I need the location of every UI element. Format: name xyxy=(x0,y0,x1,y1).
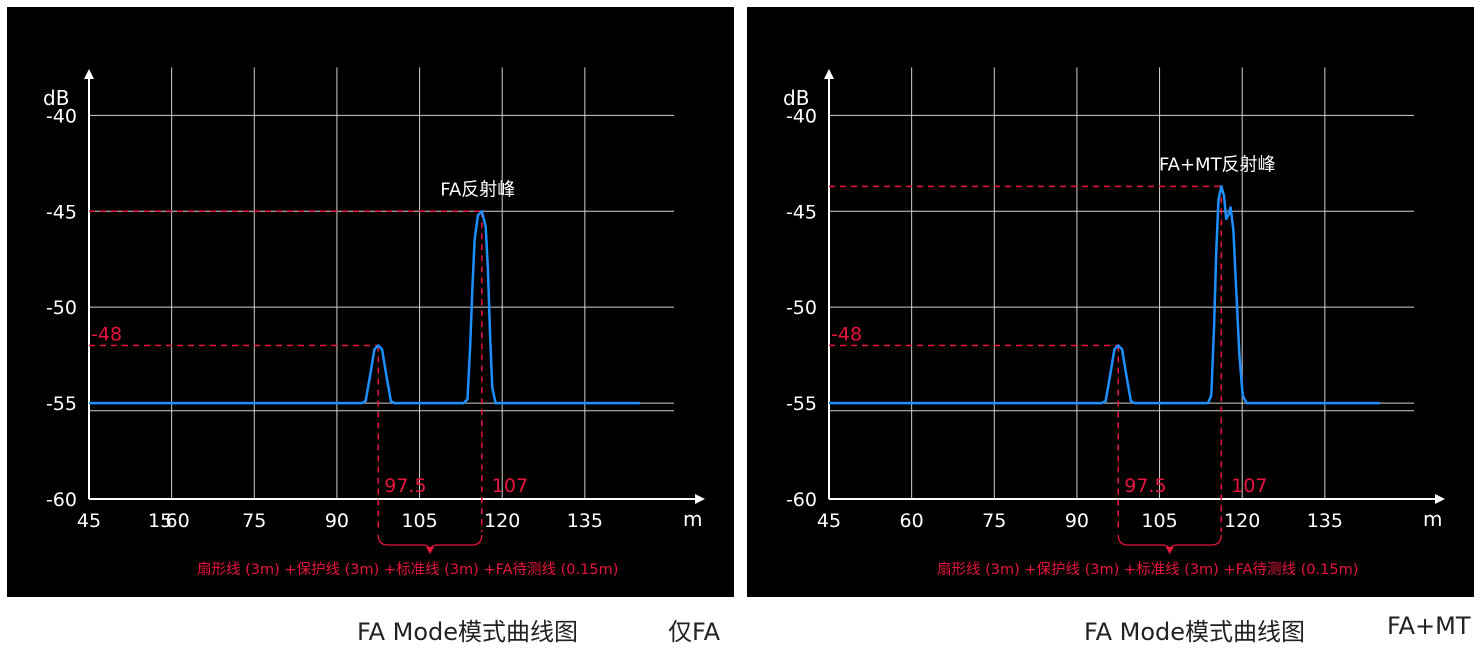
x-tick-label: 60 xyxy=(166,510,190,532)
y-axis-arrow xyxy=(824,69,834,79)
y-tick-label: -50 xyxy=(46,297,77,319)
x-tick-label: 90 xyxy=(325,510,349,532)
y-axis-label: dB xyxy=(43,86,69,110)
chart-panel-fa: dB m -40 -45 -50 -55 -60 45 15 60 75 90 105 120 135 -48… xyxy=(7,7,734,597)
reflection-curve xyxy=(89,210,640,405)
peak-label: FA+MT反射峰 xyxy=(1159,154,1276,175)
x-axis-label: m xyxy=(683,507,702,531)
x-tick-label: 45 xyxy=(817,510,841,532)
x-axis-label: m xyxy=(1423,507,1442,531)
bracket-annotation: 扇形线 (3m) +保护线 (3m) +标准线 (3m) +FA待测线 (0.1… xyxy=(937,561,1358,578)
y-tick-label: -40 xyxy=(786,105,817,127)
bracket-arrow xyxy=(1165,547,1174,554)
y-tick-label: -40 xyxy=(46,105,77,127)
caption-left-mode: 仅FA xyxy=(668,618,721,646)
x-axis-arrow xyxy=(695,494,705,504)
x-marker-label-2: 107 xyxy=(1231,475,1267,497)
x-tick-label: 120 xyxy=(484,510,520,532)
x-tick-label: 90 xyxy=(1065,510,1089,532)
x-marker-label-1: 97.5 xyxy=(1124,475,1166,497)
y-tick-label: -60 xyxy=(46,489,77,511)
reflection-curve xyxy=(829,185,1380,405)
x-tick-label: 135 xyxy=(1307,510,1343,532)
y-tick-label: -50 xyxy=(786,297,817,319)
y-tick-label: -45 xyxy=(46,201,77,223)
x-tick-label: 15 xyxy=(148,510,172,532)
x-tick-label: 105 xyxy=(1141,510,1177,532)
caption-right-title: FA Mode模式曲线图 xyxy=(1084,618,1306,646)
x-tick-label: 120 xyxy=(1224,510,1260,532)
x-tick-label: 45 xyxy=(77,510,101,532)
y-marker-label: -48 xyxy=(91,324,122,346)
caption-right-mode: FA+MT xyxy=(1387,612,1471,640)
x-marker-label-1: 97.5 xyxy=(384,475,426,497)
y-marker-label: -48 xyxy=(831,324,862,346)
x-tick-label: 105 xyxy=(401,510,437,532)
y-axis-arrow xyxy=(84,69,94,79)
bracket-annotation: 扇形线 (3m) +保护线 (3m) +标准线 (3m) +FA待测线 (0.1… xyxy=(197,561,618,578)
x-tick-label: 75 xyxy=(242,510,266,532)
x-tick-label: 75 xyxy=(982,510,1006,532)
y-tick-label: -45 xyxy=(786,201,817,223)
x-tick-label: 60 xyxy=(900,510,924,532)
peak-label: FA反射峰 xyxy=(440,179,515,200)
x-axis-arrow xyxy=(1435,494,1445,504)
x-tick-label: 135 xyxy=(567,510,603,532)
caption-left-title: FA Mode模式曲线图 xyxy=(357,618,579,646)
y-tick-label: -55 xyxy=(46,393,77,415)
chart-panel-fa-mt: dB m -40 -45 -50 -55 -60 45 60 75 90 105 120 135 -48 97… xyxy=(747,7,1474,597)
bracket-arrow xyxy=(426,547,435,554)
x-marker-label-2: 107 xyxy=(492,475,528,497)
y-axis-label: dB xyxy=(783,86,809,110)
y-tick-label: -60 xyxy=(786,489,817,511)
y-tick-label: -55 xyxy=(786,393,817,415)
